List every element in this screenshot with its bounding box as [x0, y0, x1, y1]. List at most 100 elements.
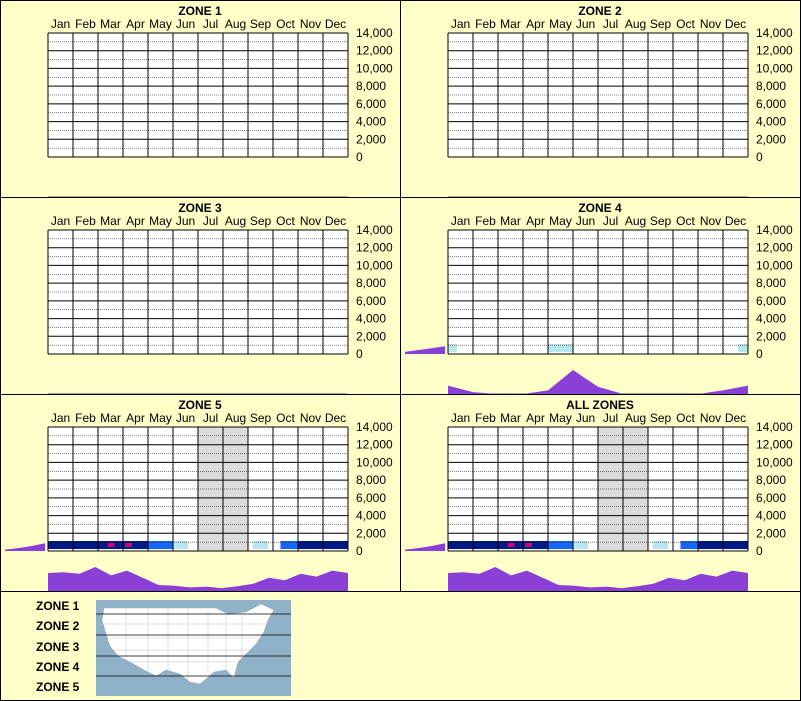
heat-hotspot: [125, 543, 132, 547]
month-label-jul: Jul: [603, 17, 618, 31]
map-zone-lines: [96, 613, 291, 677]
y-tick-label: 0: [356, 150, 363, 164]
heat-cell: [148, 541, 173, 549]
month-label-dec: Dec: [725, 17, 746, 31]
y-tick-label: 12,000: [756, 241, 793, 255]
heat-cell: [280, 541, 298, 549]
heat-cell: [738, 344, 748, 352]
month-label-oct: Oct: [676, 214, 695, 228]
chart-title: ZONE 5: [178, 398, 222, 412]
y-tick-label: 10,000: [356, 61, 393, 75]
y-tick-label: 12,000: [756, 438, 793, 452]
heat-cell: [48, 541, 73, 549]
y-tick-label: 0: [356, 544, 363, 558]
heat-cell: [548, 344, 573, 352]
y-tick-label: 8,000: [356, 79, 386, 93]
y-tick-label: 12,000: [356, 44, 393, 58]
monthly-frequency-profile: [48, 567, 348, 591]
legend-zone-4: ZONE 4: [36, 660, 80, 674]
month-label-feb: Feb: [75, 411, 96, 425]
month-label-jun: Jun: [576, 214, 595, 228]
month-label-mar: Mar: [100, 17, 121, 31]
heat-hotspot: [525, 543, 532, 547]
month-label-sep: Sep: [650, 214, 672, 228]
month-label-jan: Jan: [451, 411, 470, 425]
chart-title: ZONE 3: [178, 201, 222, 215]
shaded-month: [223, 427, 248, 551]
month-label-nov: Nov: [700, 17, 721, 31]
month-label-oct: Oct: [276, 17, 295, 31]
y-tick-label: 2,000: [356, 526, 386, 540]
month-label-apr: Apr: [126, 214, 145, 228]
y-tick-label: 2,000: [356, 329, 386, 343]
heat-cell: [253, 541, 268, 549]
month-label-oct: Oct: [276, 214, 295, 228]
y-tick-label: 4,000: [356, 115, 386, 129]
month-label-nov: Nov: [300, 411, 321, 425]
y-tick-label: 2,000: [756, 526, 786, 540]
y-tick-label: 4,000: [356, 509, 386, 523]
y-tick-label: 10,000: [356, 455, 393, 469]
month-label-oct: Oct: [276, 411, 295, 425]
month-label-sep: Sep: [250, 17, 272, 31]
y-tick-label: 10,000: [756, 61, 793, 75]
month-label-nov: Nov: [700, 214, 721, 228]
y-tick-label: 10,000: [756, 258, 793, 272]
month-label-oct: Oct: [676, 17, 695, 31]
zone-chart-svg: ZONE 4 Jan Feb Mar Apr May Jun Jul Aug Sep Oct Nov D…: [405, 201, 793, 394]
legend-zone-2: ZONE 2: [36, 619, 80, 633]
y-tick-label: 6,000: [756, 97, 786, 111]
heat-cell: [173, 541, 188, 549]
zone-panel-4: ZONE 4 Jan Feb Mar Apr May Jun Jul Aug Sep Oct Nov D…: [400, 197, 801, 395]
y-tick-label: 10,000: [356, 258, 393, 272]
month-label-aug: Aug: [225, 17, 246, 31]
zone-chart-svg: ZONE 1 Jan Feb Mar Apr May Jun Jul Aug Sep Oct Nov D…: [47, 4, 393, 197]
legend-zone-3: ZONE 3: [36, 640, 80, 654]
month-label-aug: Aug: [225, 214, 246, 228]
side-elevation-profile: [405, 274, 445, 354]
month-label-nov: Nov: [300, 17, 321, 31]
y-tick-label: 12,000: [356, 438, 393, 452]
month-label-mar: Mar: [100, 214, 121, 228]
y-tick-label: 6,000: [756, 294, 786, 308]
month-label-mar: Mar: [500, 411, 521, 425]
zone-panel-1: ZONE 1 Jan Feb Mar Apr May Jun Jul Aug Sep Oct Nov D…: [0, 0, 401, 198]
month-label-aug: Aug: [625, 411, 646, 425]
month-label-may: May: [549, 214, 572, 228]
y-tick-label: 4,000: [756, 115, 786, 129]
monthly-frequency-profile: [448, 370, 748, 394]
heat-cell: [298, 541, 323, 549]
month-label-jan: Jan: [451, 214, 470, 228]
y-tick-label: 12,000: [356, 241, 393, 255]
side-elevation-profile: [405, 471, 445, 551]
y-tick-label: 4,000: [356, 312, 386, 326]
month-label-sep: Sep: [250, 214, 272, 228]
zone-panel-3: ZONE 3 Jan Feb Mar Apr May Jun Jul Aug Sep Oct Nov D…: [0, 197, 401, 395]
y-tick-label: 14,000: [356, 26, 393, 40]
month-label-feb: Feb: [475, 214, 496, 228]
y-tick-label: 0: [756, 544, 763, 558]
month-label-jun: Jun: [176, 214, 195, 228]
legend-zone-1: ZONE 1: [36, 599, 80, 613]
y-tick-label: 2,000: [356, 132, 386, 146]
month-label-mar: Mar: [500, 214, 521, 228]
y-tick-label: 10,000: [756, 455, 793, 469]
heat-cell: [523, 541, 548, 549]
y-tick-label: 8,000: [356, 276, 386, 290]
month-label-jan: Jan: [51, 214, 70, 228]
month-label-mar: Mar: [500, 17, 521, 31]
heat-hotspot: [507, 543, 515, 547]
y-tick-label: 14,000: [756, 420, 793, 434]
month-label-jan: Jan: [451, 17, 470, 31]
shaded-month: [623, 427, 648, 551]
month-label-jun: Jun: [576, 17, 595, 31]
chart-title: ZONE 1: [178, 4, 222, 18]
month-label-apr: Apr: [126, 17, 145, 31]
y-tick-label: 0: [756, 347, 763, 361]
month-label-dec: Dec: [725, 411, 746, 425]
heat-cell: [573, 541, 588, 549]
heat-cell: [698, 541, 723, 549]
heat-cell: [653, 541, 668, 549]
month-label-apr: Apr: [126, 411, 145, 425]
